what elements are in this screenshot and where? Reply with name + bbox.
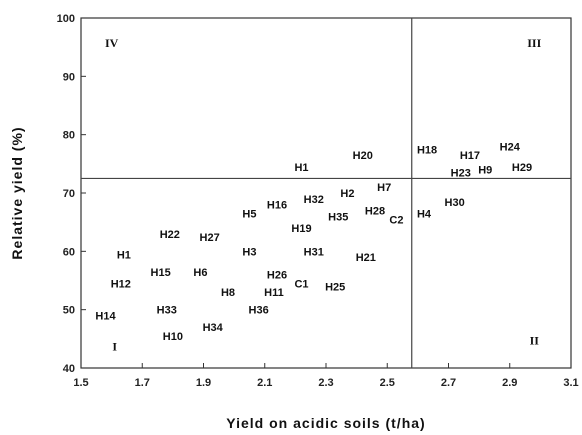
data-point-label: H20 [353,150,373,162]
x-tick-label: 2.9 [502,377,517,389]
y-tick-label: 70 [63,188,75,200]
data-point-label: H5 [242,208,256,220]
data-point-label: H35 [328,211,348,223]
y-axis-title: Relative yield (%) [9,126,25,259]
data-point-label: H25 [325,281,345,293]
x-tick-label: 2.7 [441,377,456,389]
data-point-label: H30 [445,197,465,209]
data-point-label: H7 [377,182,391,194]
x-axis-ticks: 1.5 1.7 1.9 2.1 2.3 2.5 2.7 2.9 3.1 [73,363,579,389]
data-point-label: H1 [117,249,131,261]
data-point-label: H34 [203,322,224,334]
data-point-label: H36 [249,305,269,317]
data-point-label: H8 [221,287,235,299]
plot-frame [80,17,572,369]
data-point-label: H28 [365,206,385,218]
x-tick-label: 2.5 [380,377,395,389]
y-tick-label: 50 [63,305,75,317]
data-point-label: H18 [417,144,437,156]
data-point-label: H33 [157,305,177,317]
data-point-label: C2 [389,214,403,226]
x-tick-label: 3.1 [563,377,578,389]
quadrant-label: II [530,334,540,348]
data-point-label: H10 [163,331,183,343]
x-axis-title: Yield on acidic soils (t/ha) [226,415,425,431]
data-point-label: H31 [304,246,324,258]
data-point-label: H12 [111,278,131,290]
x-tick-label: 1.7 [135,377,150,389]
data-point-label: H19 [291,223,311,235]
y-tick-label: 40 [63,363,75,375]
data-point-label: H6 [193,267,207,279]
x-tick-label: 1.9 [196,377,211,389]
y-tick-label: 80 [63,130,75,142]
data-point-label: H32 [304,194,324,206]
quadrant-label: IV [105,36,119,50]
data-point-label: H29 [512,162,532,174]
data-point-label: H11 [264,287,284,299]
y-tick-label: 90 [63,71,75,83]
data-point-label: H16 [267,200,287,212]
data-point-label: H14 [95,311,116,323]
data-point-label: H26 [267,270,287,282]
data-labels: H1 H20 H18 H17 H24 H23 H9 H29 H7 H2 H32 H16 H5 H35 H28… [95,141,532,343]
data-point-label: H22 [160,229,180,241]
y-tick-label: 60 [63,246,75,258]
quadrant-label: I [112,340,117,354]
data-point-label: H23 [451,168,471,180]
y-axis-ticks: 40 50 60 70 80 90 100 [57,13,86,375]
x-tick-label: 1.5 [73,377,88,389]
data-point-label: H2 [340,188,354,200]
data-point-label: C1 [294,278,308,290]
data-point-label: H21 [356,252,376,264]
x-tick-label: 2.3 [318,377,333,389]
data-point-label: H1 [294,162,308,174]
data-point-label: H4 [417,208,432,220]
data-point-label: H9 [478,165,492,177]
data-point-label: H15 [151,267,171,279]
data-point-label: H17 [460,150,480,162]
data-point-label: H3 [242,246,256,258]
quadrant-label: III [527,36,541,50]
y-tick-label: 100 [57,13,75,25]
data-point-label: H24 [500,141,521,153]
x-tick-label: 2.1 [257,377,272,389]
data-point-label: H27 [200,232,220,244]
